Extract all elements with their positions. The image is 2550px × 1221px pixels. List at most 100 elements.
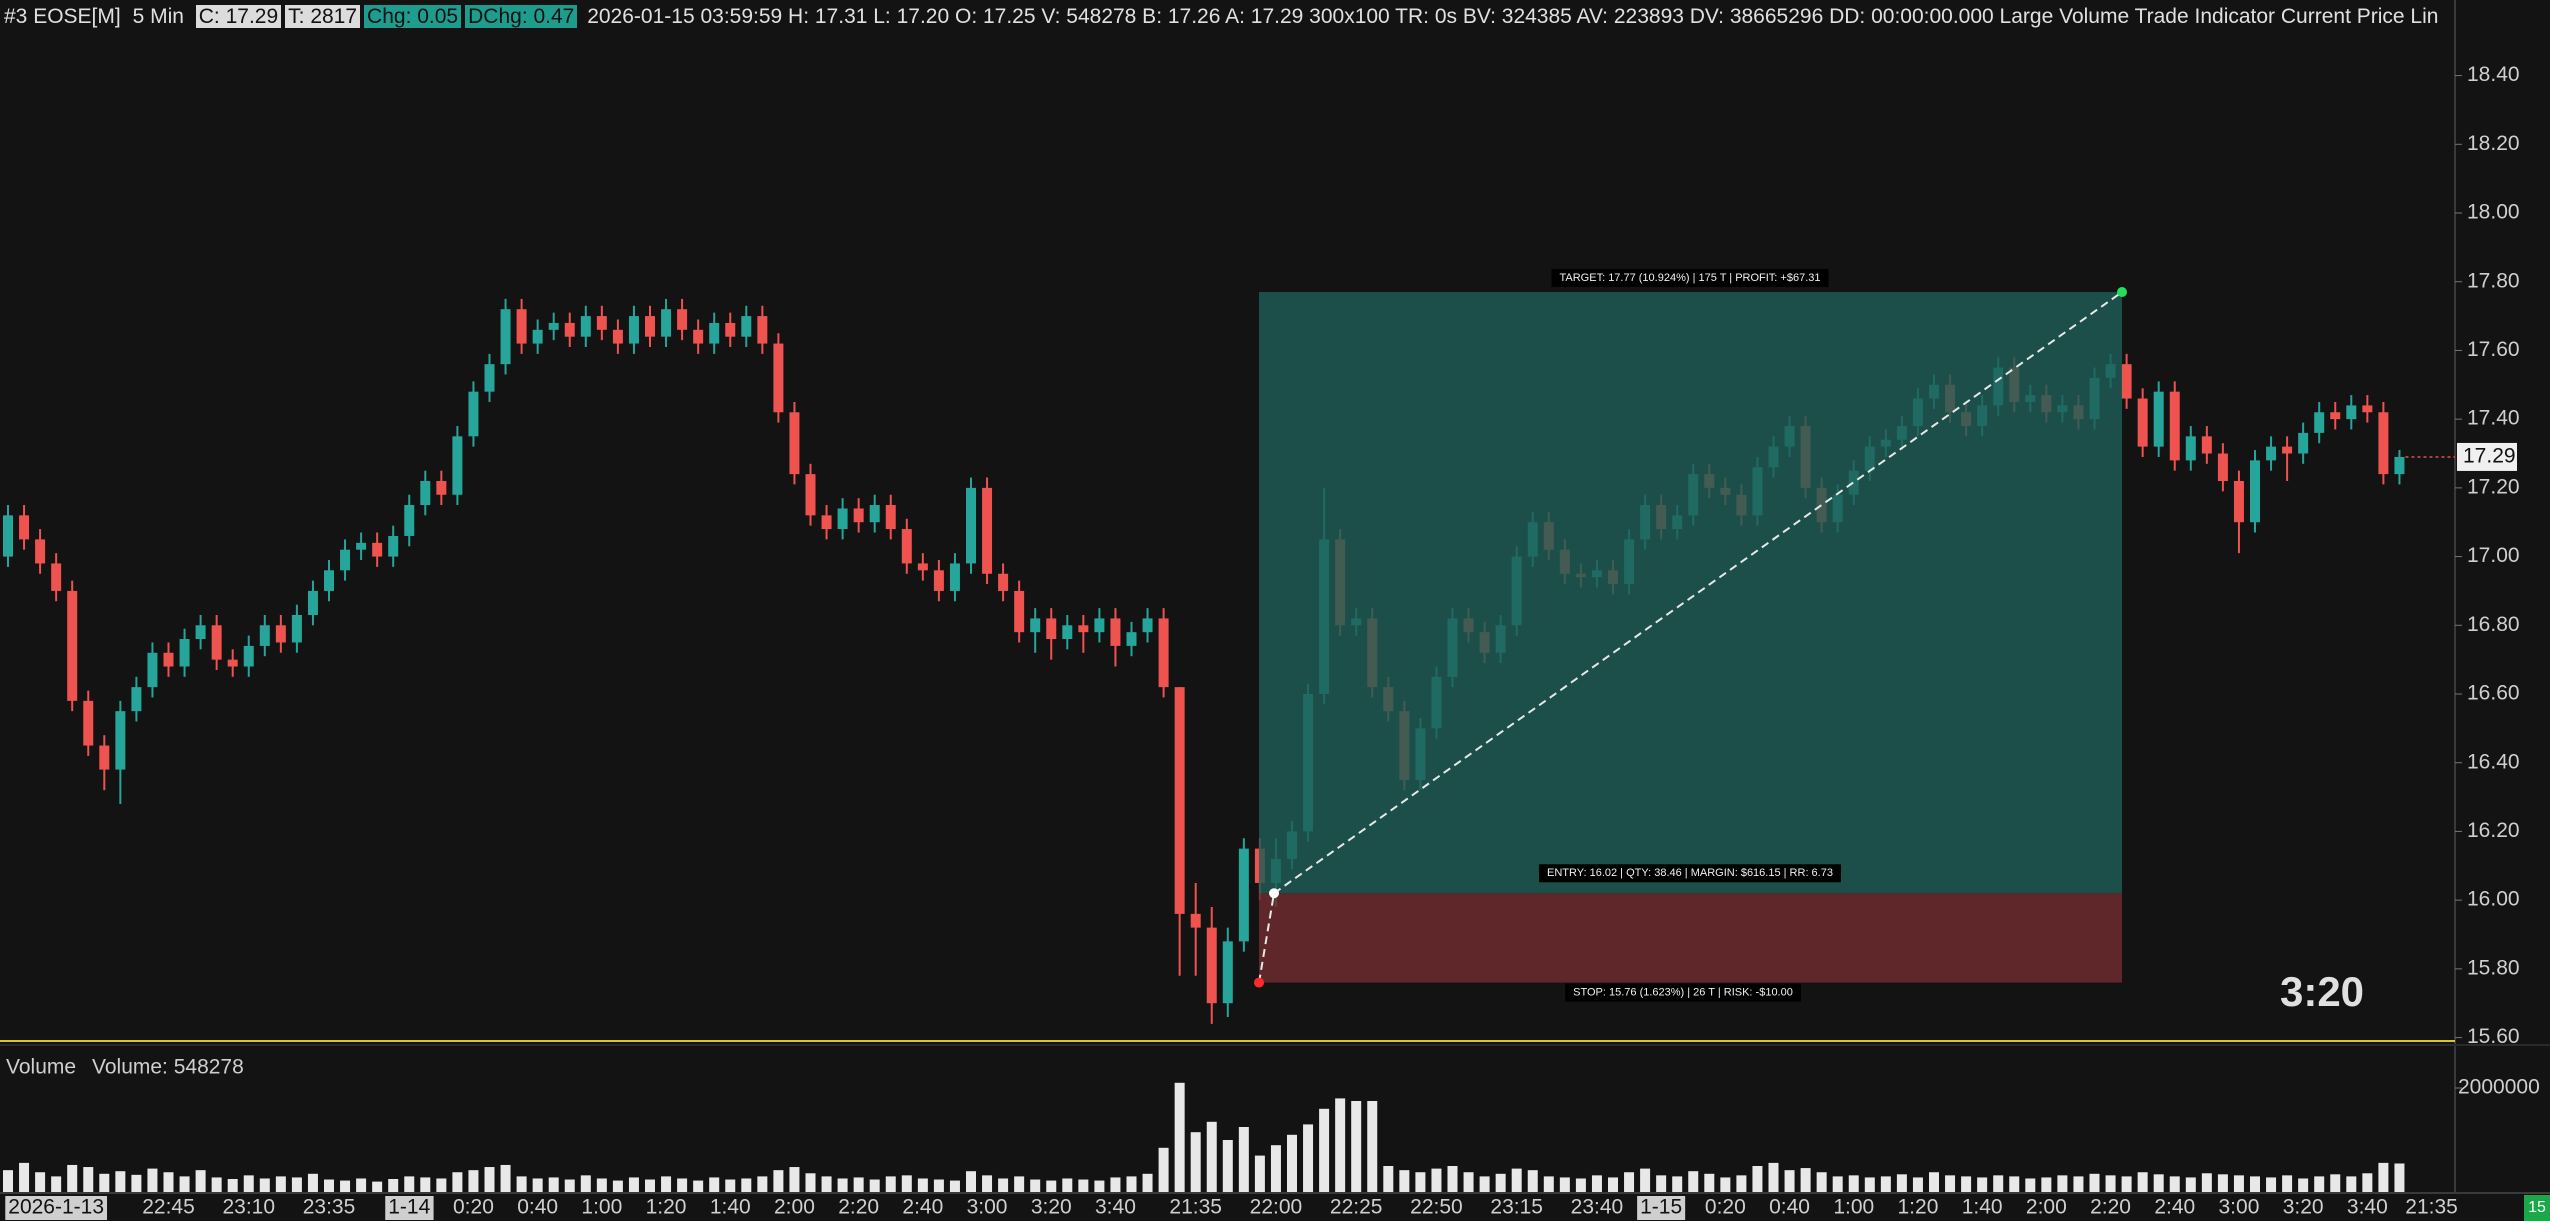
volume-bar <box>484 1167 495 1192</box>
y-tick-label: 17.60 <box>2467 338 2520 361</box>
candle-body <box>35 539 46 564</box>
volume-bar <box>1142 1173 1153 1192</box>
bar-timer: 3:20 <box>2280 968 2364 1015</box>
volume-bar <box>1222 1140 1233 1192</box>
volume-bar <box>1896 1174 1907 1192</box>
volume-bar <box>869 1179 880 1192</box>
volume-bar <box>1367 1101 1378 1192</box>
volume-bar <box>2250 1176 2260 1192</box>
x-tick-label: 3:40 <box>1095 1196 1136 1219</box>
candle-body <box>2314 412 2325 433</box>
volume-bar <box>19 1162 30 1192</box>
candle-body <box>917 563 928 571</box>
badge: Chg: 0.05 <box>364 5 462 28</box>
candle-body <box>645 316 655 337</box>
volume-bar <box>500 1164 511 1192</box>
candle-body <box>789 412 800 475</box>
y-tick-label: 17.20 <box>2467 475 2520 498</box>
candle-body <box>757 316 768 344</box>
trade-line <box>1273 291 2123 895</box>
candle-body <box>628 316 639 344</box>
volume-bar <box>1062 1178 1073 1192</box>
candle-body <box>1190 913 1201 928</box>
volume-bar <box>1479 1176 1490 1192</box>
volume-bar <box>532 1178 543 1192</box>
corner-badge-bg <box>2524 1195 2550 1221</box>
x-tick-label: 1-14 <box>388 1196 430 1219</box>
volume-bar <box>821 1176 832 1192</box>
volume-bar <box>163 1172 174 1192</box>
volume-bar <box>1110 1177 1121 1192</box>
volume-bar <box>1768 1162 1779 1192</box>
volume-bar <box>1608 1177 1618 1192</box>
x-tick-label: 1:00 <box>581 1196 622 1219</box>
volume-bar <box>2201 1173 2212 1192</box>
candle-body <box>516 309 527 344</box>
info: 2026-01-15 03:59:59 H: 17.31 L: 17.20 O:… <box>587 5 2439 28</box>
volume-bar <box>1431 1168 1442 1192</box>
volume-bar <box>1190 1132 1201 1192</box>
x-tick-label: 22:50 <box>1410 1196 1463 1219</box>
volume-bar <box>917 1178 928 1192</box>
x-tick-label: 3:20 <box>2283 1196 2324 1219</box>
volume-bar <box>1030 1179 1041 1192</box>
volume-bar <box>933 1179 944 1192</box>
x-tick-label: 3:40 <box>2347 1196 2388 1219</box>
candle-body <box>307 590 318 615</box>
volume-bar <box>2025 1178 2036 1192</box>
current-price-label: 17.29 <box>2463 444 2516 467</box>
x-tick-label: 22:25 <box>1330 1196 1383 1219</box>
candle-body <box>388 535 399 557</box>
candle-body <box>452 436 463 495</box>
volume-bar <box>1399 1170 1410 1192</box>
candle-body <box>356 542 367 550</box>
volume-bar <box>1736 1175 1747 1192</box>
x-tick-label: 23:10 <box>222 1196 275 1219</box>
x-tick-label: 23:40 <box>1571 1196 1624 1219</box>
volume-bar <box>2057 1175 2068 1192</box>
candle-body <box>468 391 479 437</box>
volume-bar <box>1720 1177 1731 1192</box>
candle-body <box>564 322 575 337</box>
y-tick-label: 16.40 <box>2467 750 2520 773</box>
candle-body <box>3 515 13 557</box>
volume-bar <box>324 1179 334 1192</box>
trade-label-bg <box>1539 864 1841 883</box>
date-label-bg <box>385 1196 434 1220</box>
volume-bar <box>1383 1166 1394 1192</box>
volume-bar <box>2153 1174 2164 1192</box>
candle-body <box>340 549 351 571</box>
volume-bar <box>1254 1155 1265 1192</box>
volume-bar <box>1303 1124 1314 1192</box>
candle-body <box>67 590 78 701</box>
candle-body <box>2121 364 2132 399</box>
corner-badge: 15 <box>2528 1199 2546 1216</box>
y-tick-label: 17.80 <box>2467 269 2520 292</box>
candle-body <box>2169 391 2180 461</box>
trade-label-bg <box>1551 269 1829 288</box>
candle-body <box>1078 625 1089 633</box>
trade-label-bg <box>1565 983 1801 1002</box>
volume-bar <box>35 1172 46 1192</box>
volume-bar <box>1238 1127 1249 1192</box>
candle-body <box>1206 927 1217 1004</box>
x-tick-label: 1:20 <box>1898 1196 1939 1219</box>
candle-body <box>51 563 62 591</box>
badge: T: 2817 <box>285 5 361 28</box>
volume-bar <box>1335 1098 1346 1192</box>
candle-body <box>901 529 912 564</box>
volume-bar <box>1174 1082 1185 1192</box>
volume-bar <box>2089 1173 2100 1192</box>
volume-bar <box>131 1174 142 1192</box>
candle-body <box>1094 618 1105 633</box>
candle-body <box>179 639 190 667</box>
candle-body <box>163 652 174 667</box>
volume-bar <box>885 1176 896 1192</box>
candle-body <box>195 625 206 640</box>
volume-bar <box>420 1177 431 1192</box>
volume-bar <box>725 1179 736 1192</box>
volume-bar <box>1656 1175 1667 1192</box>
candle-body <box>436 480 447 495</box>
volume-bar <box>998 1178 1009 1192</box>
y-tick-label: 18.00 <box>2467 201 2520 224</box>
